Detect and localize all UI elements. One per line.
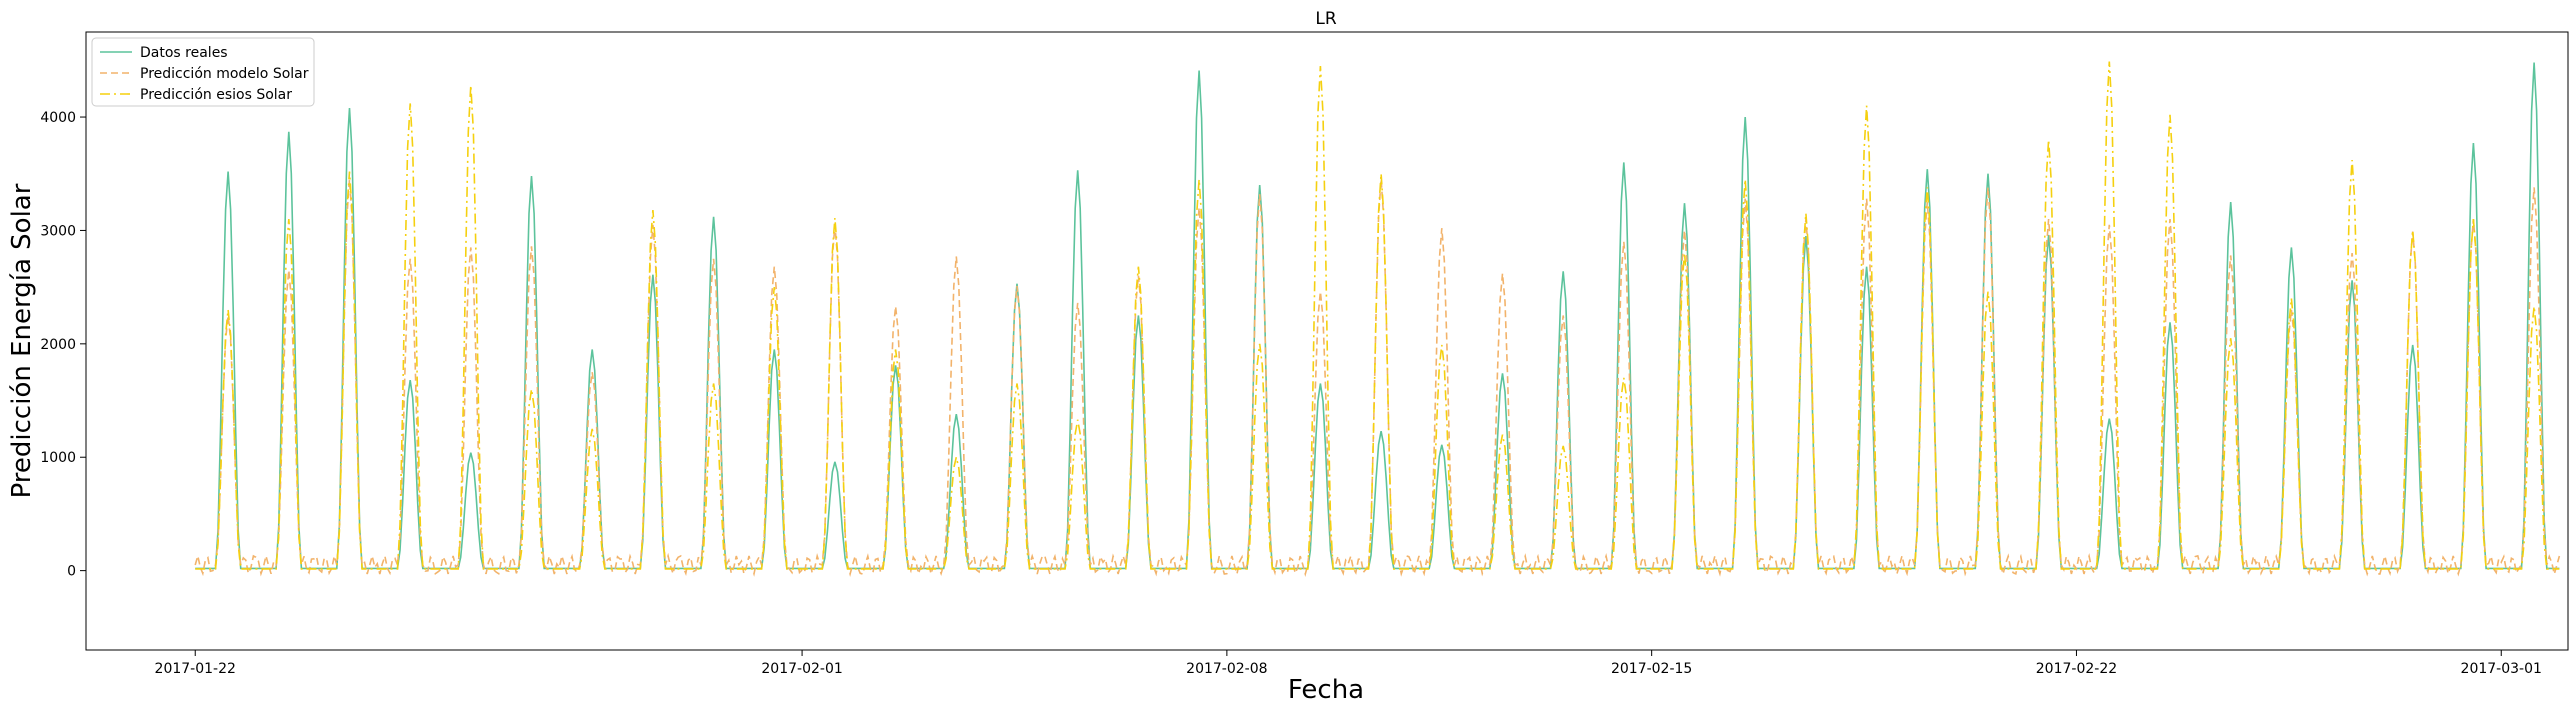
y-tick-label: 4000 (40, 110, 76, 126)
plot-area (85, 31, 2569, 651)
y-tick-label: 1000 (40, 450, 76, 466)
y-tick-label: 3000 (40, 223, 76, 239)
x-tick-label: 2017-02-22 (2036, 661, 2117, 677)
legend-label: Datos reales (140, 45, 228, 61)
legend-box (91, 37, 315, 107)
x-tick-label: 2017-02-08 (1186, 661, 1267, 677)
y-axis: 0 1000 2000 3000 4000 (40, 110, 86, 580)
x-tick-label: 2017-02-01 (761, 661, 842, 677)
series-line-3 (195, 61, 2560, 570)
x-tick-label: 2017-01-22 (155, 661, 236, 677)
legend: Datos reales Predicción modelo Solar Predi… (91, 37, 315, 107)
series-line-1 (195, 62, 2560, 570)
legend-label: Predicción esios Solar (140, 87, 292, 103)
x-axis: 2017-01-22 2017-02-01 2017-02-08 2017-02-15… (155, 650, 2542, 677)
legend-label: Predicción modelo Solar (140, 66, 309, 82)
y-tick-label: 2000 (40, 337, 76, 353)
x-tick-label: 2017-03-01 (2461, 661, 2542, 677)
y-axis-title: Predicción Energía Solar (7, 183, 37, 498)
y-tick-label: 0 (67, 564, 76, 580)
chart-title: LR (1315, 9, 1336, 29)
series-layer (194, 61, 2561, 578)
x-tick-label: 2017-02-15 (1611, 661, 1692, 677)
x-axis-title: Fecha (1288, 675, 1364, 705)
